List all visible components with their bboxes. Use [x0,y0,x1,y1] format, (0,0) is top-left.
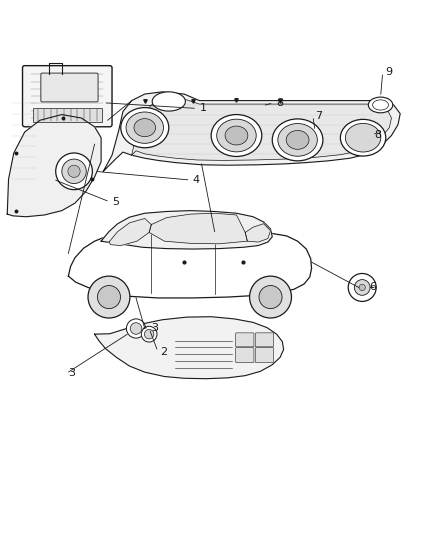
FancyBboxPatch shape [255,333,274,347]
Circle shape [259,286,282,309]
Polygon shape [95,317,284,379]
Ellipse shape [340,119,386,156]
Text: 6: 6 [370,282,377,293]
Ellipse shape [211,115,262,157]
Ellipse shape [278,124,318,156]
Text: 4: 4 [193,175,200,185]
Circle shape [68,165,80,177]
Polygon shape [132,100,392,160]
Text: 1: 1 [199,103,206,114]
Text: 3: 3 [68,368,75,378]
Ellipse shape [225,126,248,145]
Circle shape [141,326,157,342]
FancyBboxPatch shape [255,348,274,362]
Ellipse shape [368,97,393,113]
FancyBboxPatch shape [236,348,254,362]
Ellipse shape [272,119,323,161]
Circle shape [62,159,86,183]
Text: 8: 8 [374,130,381,140]
Circle shape [354,280,370,295]
Polygon shape [245,224,271,242]
Polygon shape [68,230,311,298]
Circle shape [348,273,376,302]
Polygon shape [109,219,151,246]
FancyBboxPatch shape [236,333,254,347]
Circle shape [130,323,142,334]
Circle shape [56,153,92,190]
Circle shape [145,329,154,339]
Circle shape [127,319,146,338]
Polygon shape [103,92,400,171]
Text: 7: 7 [315,111,322,121]
Ellipse shape [346,124,381,152]
Circle shape [97,286,120,309]
Ellipse shape [134,119,155,136]
Ellipse shape [152,92,185,111]
Polygon shape [149,213,247,244]
Circle shape [250,276,291,318]
Circle shape [359,284,365,290]
Ellipse shape [121,108,169,148]
Text: 5: 5 [112,197,119,207]
Ellipse shape [217,119,256,152]
Text: 2: 2 [160,346,167,357]
FancyBboxPatch shape [41,73,98,102]
Ellipse shape [286,131,309,149]
Ellipse shape [373,100,389,110]
FancyBboxPatch shape [33,108,102,122]
Text: 9: 9 [385,67,392,77]
Polygon shape [101,211,272,249]
Polygon shape [7,115,101,217]
Ellipse shape [126,112,163,143]
FancyBboxPatch shape [22,66,112,127]
Circle shape [88,276,130,318]
Text: 3: 3 [151,322,158,333]
Text: 8: 8 [276,98,283,108]
